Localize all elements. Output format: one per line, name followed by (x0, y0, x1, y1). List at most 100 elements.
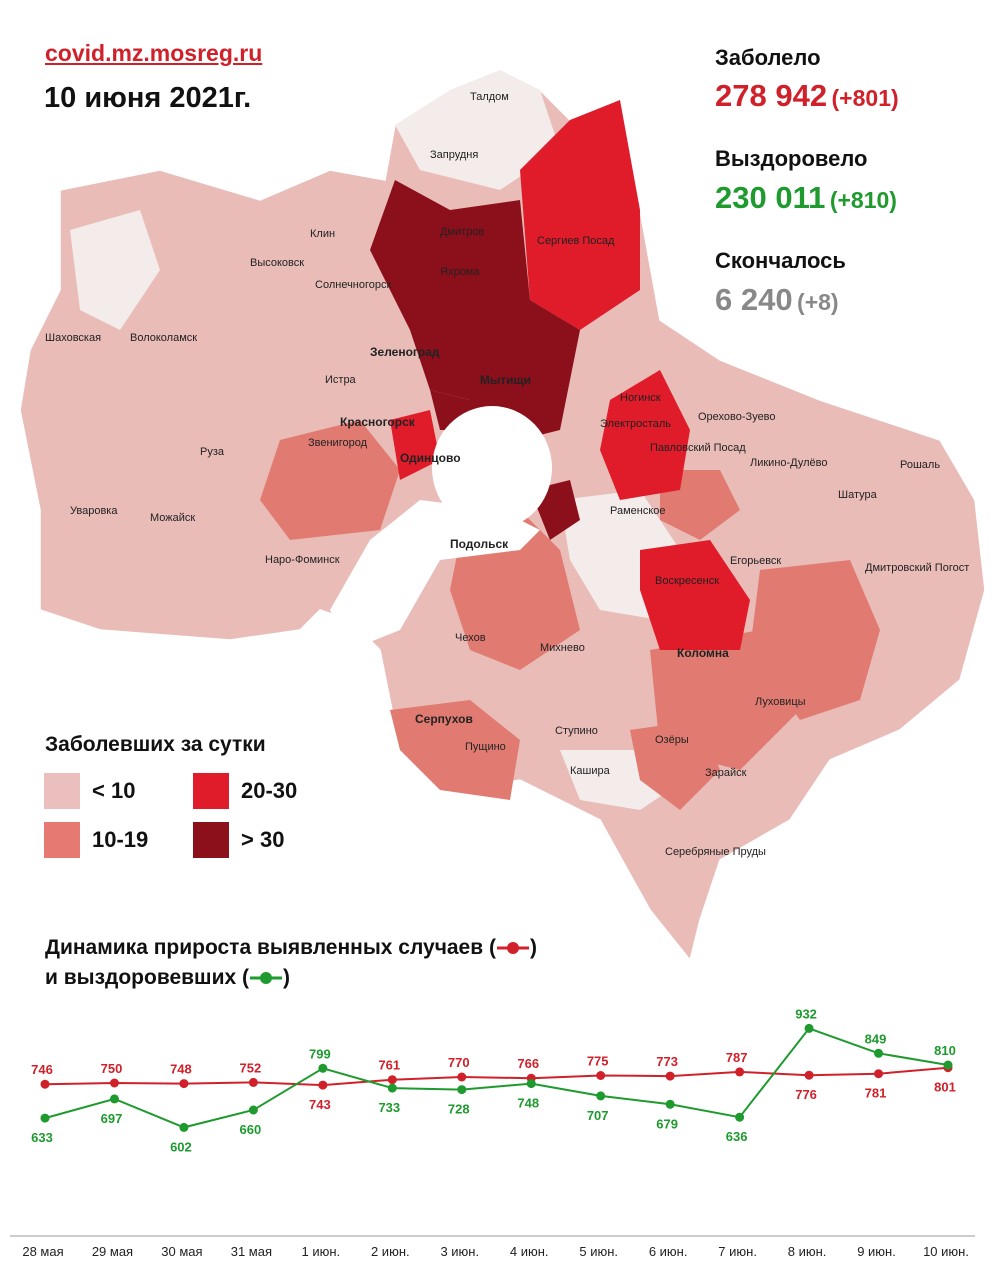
chart-title-line1: Динамика прироста выявленных случаев () (45, 936, 537, 960)
recovered-point (874, 1048, 884, 1058)
recovered-delta: (+810) (829, 187, 897, 213)
line-chart: 746 633 750 697 748 602 752 660 743 799 761 733 770 7… (10, 1006, 975, 1259)
red-line-legend-icon (496, 942, 529, 955)
x-tick-label: 5 июн. (579, 1244, 618, 1259)
site-link[interactable]: covid.mz.mosreg.ru (45, 40, 263, 66)
chart-title-text1: Динамика прироста выявленных случаев ( (45, 936, 496, 959)
city-label: Луховицы (755, 696, 806, 708)
city-label: Солнечногорск (315, 279, 391, 291)
city-label: Истра (325, 374, 357, 386)
infected-label: Заболело (715, 45, 821, 70)
recovered-point (526, 1079, 536, 1089)
cases-value-label: 750 (101, 1061, 123, 1076)
cases-value-label: 743 (309, 1097, 331, 1112)
cases-value-label: 746 (31, 1062, 53, 1077)
cases-value-label: 766 (517, 1056, 539, 1071)
recovered-value-label: 660 (240, 1122, 262, 1137)
recovered-value-label: 810 (934, 1043, 956, 1058)
recovered-point (318, 1063, 328, 1073)
cases-value-label: 761 (378, 1058, 400, 1073)
cases-value-label: 773 (656, 1054, 678, 1069)
cases-value-label: 781 (865, 1086, 887, 1101)
cases-value-label: 775 (587, 1054, 609, 1069)
city-label: Серпухов (415, 712, 473, 726)
died-value: 6 240 (715, 282, 793, 317)
died-label: Скончалось (715, 248, 846, 273)
x-tick-label: 29 мая (92, 1244, 133, 1259)
legend-label-mid: 10-19 (92, 827, 149, 852)
legend-label-low: < 10 (92, 778, 136, 803)
cases-point (248, 1077, 258, 1087)
recovered-series-line (44, 1027, 949, 1129)
city-label: Яхрома (440, 266, 480, 278)
x-tick-label: 1 июн. (302, 1244, 341, 1259)
recovered-label: Выздоровело (715, 146, 868, 171)
cases-value-label: 776 (795, 1087, 817, 1102)
cases-point (387, 1075, 397, 1085)
cases-point (874, 1069, 884, 1079)
zone-mid-ozery (630, 720, 720, 810)
recovered-value-label: 733 (378, 1100, 400, 1115)
chart-title-paren1: ) (529, 936, 537, 959)
report-date: 10 июня 2021г. (44, 82, 252, 114)
recovered-value: 230 011 (715, 180, 826, 215)
recovered-point (40, 1113, 50, 1123)
cases-point (457, 1072, 467, 1082)
city-label: Наро-Фоминск (265, 554, 340, 566)
cases-point (596, 1071, 606, 1080)
cases-point (109, 1078, 119, 1088)
recovered-value-label: 748 (517, 1096, 539, 1111)
city-label: Зеленоград (370, 345, 440, 359)
city-label: Ликино-Дулёво (750, 457, 828, 469)
city-label: Ногинск (620, 392, 661, 404)
city-label: Волоколамск (130, 332, 197, 344)
x-tick-label: 30 мая (161, 1244, 202, 1259)
x-tick-label: 10 июн. (923, 1244, 969, 1259)
city-label: Рошаль (900, 459, 940, 471)
recovered-value-label: 679 (656, 1116, 678, 1131)
recovered-value-label: 728 (448, 1102, 470, 1117)
city-label: Звенигород (308, 437, 368, 449)
city-label: Шатура (838, 489, 878, 501)
zone-mid-serpukhov (390, 700, 520, 800)
zone-high-krasnogorsk (390, 410, 440, 480)
city-label: Чехов (455, 632, 486, 644)
cases-point (179, 1079, 189, 1089)
recovered-point (596, 1091, 606, 1101)
chart-marks: 746 633 750 697 748 602 752 660 743 799 761 733 770 7… (22, 1006, 969, 1259)
zone-mid-egorievsk (750, 560, 880, 720)
city-label: Шаховская (45, 332, 101, 344)
zone-high-sergiev (520, 100, 640, 330)
recovered-value-label: 602 (170, 1139, 192, 1154)
cases-series-line (44, 1066, 949, 1087)
x-tick-label: 9 июн. (857, 1244, 896, 1259)
city-label: Дмитровский Погост (865, 562, 969, 574)
green-line-legend-icon (249, 972, 282, 985)
city-label: Пущино (465, 741, 506, 753)
new-moscow-hole (330, 500, 540, 650)
recovered-value-label: 697 (101, 1111, 123, 1126)
x-tick-label: 28 мая (22, 1244, 63, 1259)
recovered-point (735, 1112, 745, 1122)
recovered-point (457, 1085, 467, 1095)
legend-swatch-high (193, 773, 229, 809)
city-label: Коломна (677, 646, 729, 660)
cases-point (40, 1079, 50, 1089)
city-label: Озёры (655, 734, 689, 746)
recovered-point (804, 1023, 814, 1033)
infected-value: 278 942 (715, 78, 828, 113)
recovered-value-label: 707 (587, 1108, 609, 1123)
legend-swatch-low (44, 773, 80, 809)
city-label: Зарайск (705, 767, 747, 779)
zone-low-north (395, 70, 560, 190)
died-delta: (+8) (797, 289, 839, 315)
legend-swatch-mid (44, 822, 80, 858)
city-label: Руза (200, 446, 225, 458)
chart-title-line2: и выздоровевших () (45, 966, 290, 990)
cases-point (318, 1080, 328, 1090)
x-tick-label: 3 июн. (440, 1244, 479, 1259)
zone-high-noginsk (600, 370, 690, 500)
x-tick-label: 6 июн. (649, 1244, 688, 1259)
city-label: Раменское (610, 505, 666, 517)
city-label: Кашира (570, 765, 611, 777)
